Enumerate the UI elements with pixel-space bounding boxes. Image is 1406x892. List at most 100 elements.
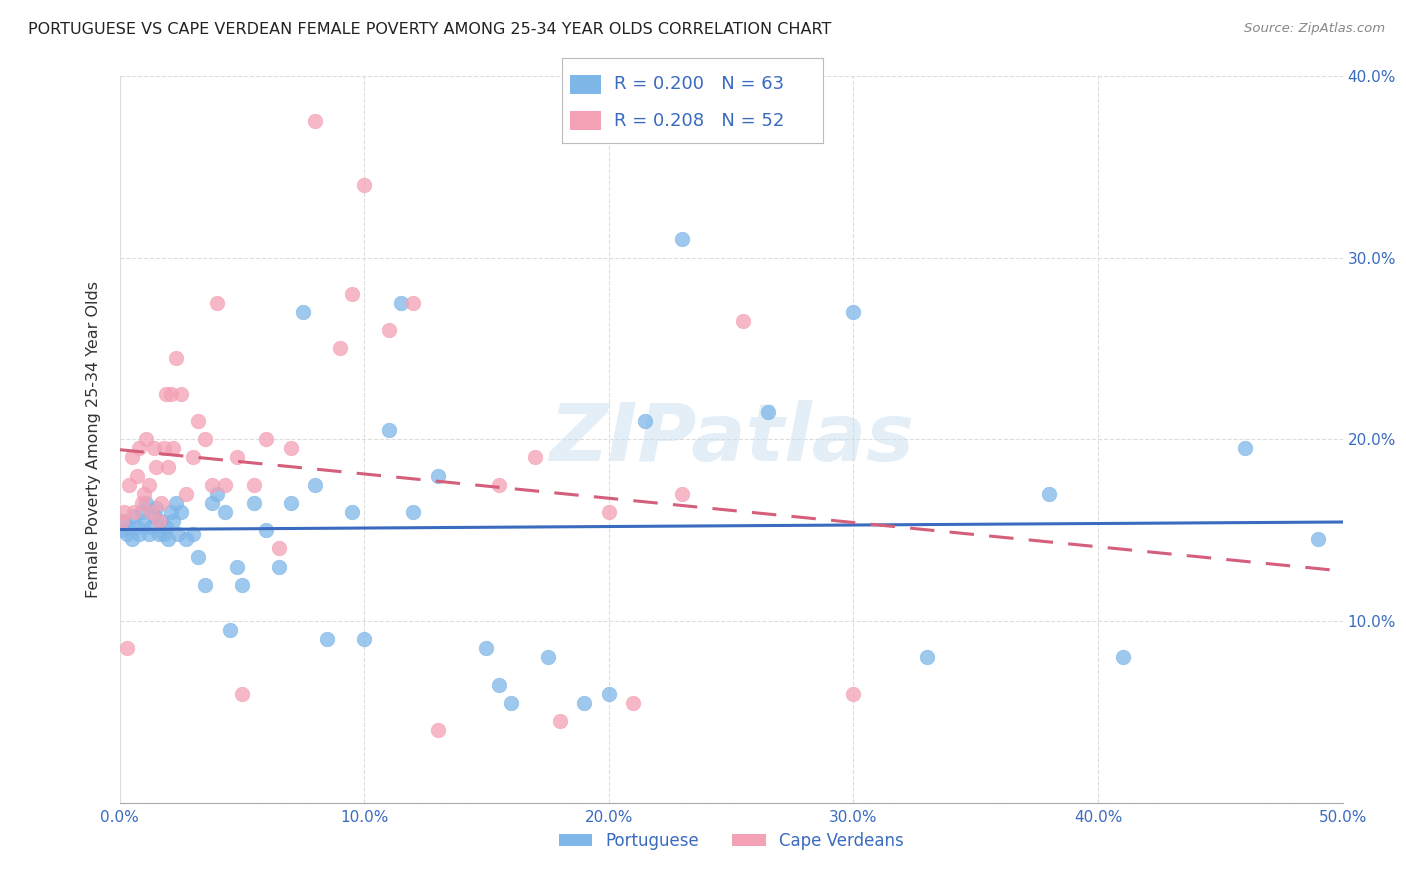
Text: Source: ZipAtlas.com: Source: ZipAtlas.com	[1244, 22, 1385, 36]
Point	[377, 423, 399, 437]
Point	[733, 314, 755, 328]
Point	[138, 526, 160, 541]
Point	[254, 432, 277, 446]
Point	[340, 286, 363, 301]
Point	[122, 508, 145, 523]
Point	[488, 678, 510, 692]
Point	[112, 514, 135, 528]
Legend: Portuguese, Cape Verdeans: Portuguese, Cape Verdeans	[553, 825, 910, 856]
Point	[131, 505, 153, 519]
Point	[842, 305, 865, 319]
Point	[280, 496, 302, 510]
Point	[142, 442, 165, 456]
Point	[353, 178, 375, 192]
Point	[187, 414, 209, 428]
Point	[141, 519, 163, 533]
Point	[194, 432, 217, 446]
Point	[671, 487, 693, 501]
Point	[1233, 442, 1256, 456]
Point	[524, 450, 547, 465]
Point	[165, 351, 187, 365]
Point	[304, 114, 326, 128]
Point	[138, 477, 160, 491]
Point	[132, 487, 155, 501]
Point	[111, 523, 134, 537]
Point	[152, 442, 174, 456]
Point	[169, 387, 191, 401]
Point	[207, 487, 229, 501]
Text: PORTUGUESE VS CAPE VERDEAN FEMALE POVERTY AMONG 25-34 YEAR OLDS CORRELATION CHAR: PORTUGUESE VS CAPE VERDEAN FEMALE POVERT…	[28, 22, 831, 37]
Point	[125, 519, 148, 533]
Point	[634, 414, 657, 428]
Point	[537, 650, 560, 665]
Point	[128, 442, 150, 456]
Point	[145, 501, 167, 516]
Point	[499, 696, 522, 710]
Point	[121, 450, 143, 465]
Point	[145, 459, 167, 474]
Point	[135, 432, 157, 446]
Point	[141, 505, 163, 519]
FancyBboxPatch shape	[571, 112, 602, 130]
Text: ZIPatlas: ZIPatlas	[548, 401, 914, 478]
Point	[118, 519, 141, 533]
Point	[148, 514, 170, 528]
Point	[160, 505, 183, 519]
Point	[150, 514, 173, 528]
Point	[254, 523, 277, 537]
Point	[226, 450, 249, 465]
Point	[131, 496, 153, 510]
Point	[111, 514, 134, 528]
Point	[157, 459, 180, 474]
Point	[243, 496, 266, 510]
Point	[1111, 650, 1133, 665]
Point	[280, 442, 302, 456]
Point	[207, 296, 229, 310]
Point	[201, 496, 224, 510]
Point	[598, 505, 620, 519]
Point	[214, 477, 236, 491]
Point	[402, 296, 425, 310]
Point	[316, 632, 339, 647]
Point	[218, 623, 240, 637]
Point	[353, 632, 375, 647]
Point	[187, 550, 209, 565]
Point	[132, 514, 155, 528]
Point	[121, 533, 143, 547]
Point	[389, 296, 412, 310]
Point	[231, 578, 253, 592]
Point	[915, 650, 938, 665]
Point	[548, 714, 571, 728]
Point	[621, 696, 644, 710]
Point	[128, 526, 150, 541]
Point	[267, 559, 290, 574]
Point	[231, 687, 253, 701]
Point	[488, 477, 510, 491]
Point	[598, 687, 620, 701]
Point	[292, 305, 315, 319]
Point	[160, 387, 183, 401]
Point	[329, 342, 352, 356]
Y-axis label: Female Poverty Among 25-34 Year Olds: Female Poverty Among 25-34 Year Olds	[86, 281, 101, 598]
Point	[169, 505, 191, 519]
Point	[167, 526, 190, 541]
Point	[115, 641, 138, 656]
Text: R = 0.208   N = 52: R = 0.208 N = 52	[614, 112, 785, 129]
Point	[155, 519, 177, 533]
Point	[574, 696, 596, 710]
Point	[426, 723, 449, 737]
Point	[243, 477, 266, 491]
Point	[226, 559, 249, 574]
FancyBboxPatch shape	[571, 75, 602, 94]
Text: R = 0.200   N = 63: R = 0.200 N = 63	[614, 75, 785, 94]
Point	[267, 541, 290, 556]
Point	[125, 468, 148, 483]
Point	[201, 477, 224, 491]
Point	[181, 450, 204, 465]
Point	[162, 514, 184, 528]
Point	[118, 477, 141, 491]
Point	[214, 505, 236, 519]
Point	[756, 405, 779, 419]
Point	[122, 505, 145, 519]
Point	[162, 442, 184, 456]
